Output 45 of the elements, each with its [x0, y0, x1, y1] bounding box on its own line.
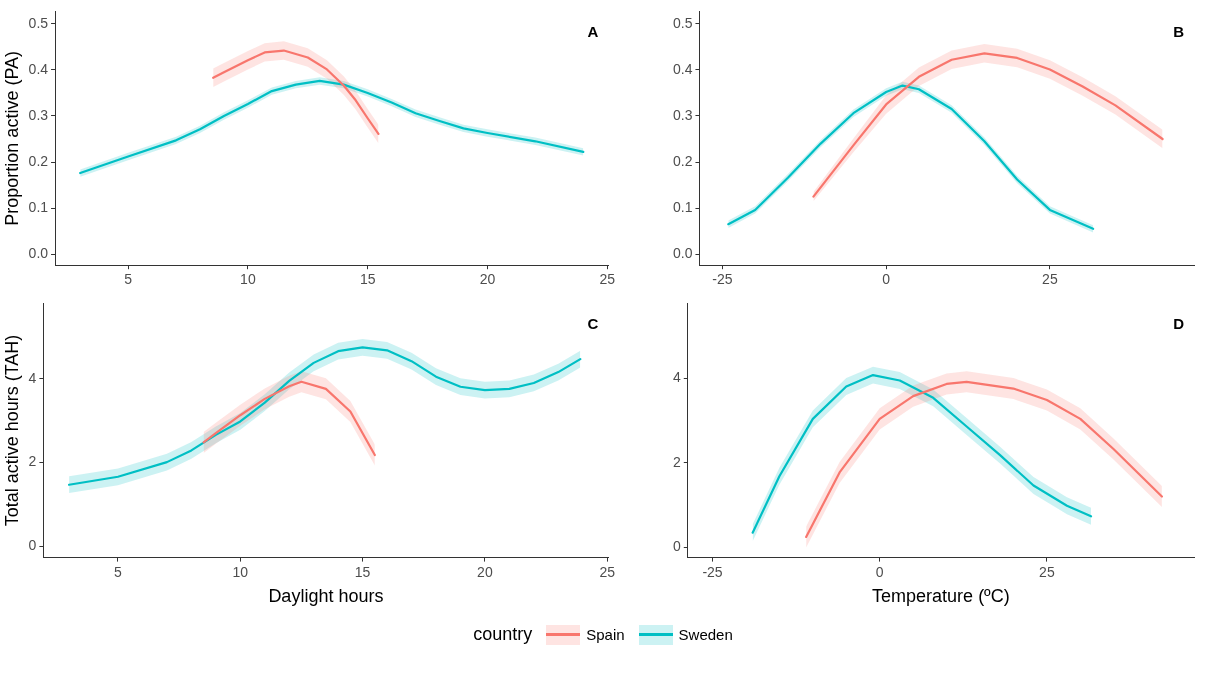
y-tick-label: 0.5: [28, 14, 49, 31]
x-tick-label: 15: [354, 563, 371, 580]
x-tick-label: 5: [114, 563, 123, 580]
y-tick-label: 0.4: [28, 60, 49, 77]
legend-label: Spain: [586, 626, 625, 643]
y-tick-label: 0: [672, 537, 681, 554]
x-tick-label: 0: [882, 271, 891, 288]
y-tick-label: 4: [28, 369, 37, 386]
x-tick-label: 25: [599, 563, 616, 580]
y-tick-label: 0.2: [28, 152, 49, 169]
x-tick-label: 5: [124, 271, 133, 288]
text: C: [587, 315, 599, 333]
text: D: [1173, 315, 1185, 333]
y-axis-title: Total active hours (TAH): [1, 334, 22, 527]
y-tick-label: 0.1: [672, 198, 693, 215]
y-tick-label: 0.3: [28, 106, 49, 123]
x-axis-title: Temperature (ºC): [872, 586, 1010, 607]
x-tick-label: 25: [599, 271, 616, 288]
x-tick-label: 10: [240, 271, 256, 288]
y-tick-label: 4: [672, 369, 681, 386]
y-tick-label: 0: [28, 537, 37, 554]
x-tick-label: 20: [477, 563, 493, 580]
y-tick-label: 0.4: [672, 60, 693, 77]
x-tick-label: 25: [1042, 271, 1058, 288]
y-tick-label: 0.0: [672, 245, 693, 261]
y-tick-label: 0.1: [28, 198, 49, 215]
x-tick-label: -25: [712, 271, 733, 288]
y-tick-label: 0.5: [672, 14, 693, 31]
x-tick-label: 0: [875, 563, 884, 580]
legend-title: country: [473, 624, 533, 645]
legend-label: Sweden: [678, 626, 733, 643]
y-axis-title: Proportion active (PA): [1, 50, 22, 226]
y-tick-label: 0.3: [672, 106, 693, 123]
x-tick-label: 15: [359, 271, 376, 288]
y-tick-label: 2: [28, 453, 37, 470]
text: B: [1173, 23, 1185, 41]
y-tick-label: 0.2: [672, 152, 693, 169]
x-tick-label: 10: [232, 563, 249, 580]
text: A: [587, 23, 599, 41]
x-tick-label: 20: [479, 271, 496, 288]
x-axis-title: Daylight hours: [268, 586, 384, 607]
x-tick-label: -25: [702, 563, 723, 580]
x-tick-label: 25: [1039, 563, 1055, 580]
y-tick-label: 2: [672, 453, 681, 470]
y-tick-label: 0.0: [28, 245, 49, 261]
